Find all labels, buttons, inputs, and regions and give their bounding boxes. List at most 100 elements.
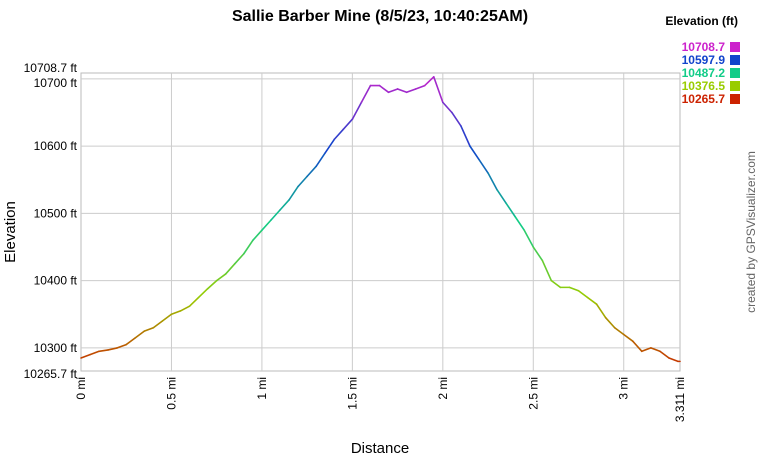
x-tick-label: 3.311 mi xyxy=(673,377,687,422)
elevation-segment xyxy=(469,145,480,161)
elevation-segment xyxy=(152,320,164,329)
elevation-segment xyxy=(233,252,245,265)
elevation-segment xyxy=(252,229,263,242)
elevation-segment xyxy=(442,101,453,114)
y-tick-label: 10600 ft xyxy=(34,139,78,153)
elevation-segment xyxy=(306,165,317,178)
y-tick-label: 10400 ft xyxy=(34,274,78,288)
elevation-segment xyxy=(360,84,372,104)
elevation-segment xyxy=(523,229,535,248)
y-tick-label: 10700 ft xyxy=(34,76,78,90)
elevation-segment xyxy=(478,158,489,174)
elevation-segment xyxy=(604,316,616,329)
elevation-segment xyxy=(622,333,634,343)
grid-lines xyxy=(81,73,680,371)
elevation-segment xyxy=(659,350,670,359)
elevation-segment xyxy=(288,185,299,201)
x-tick-label: 3 mi xyxy=(617,377,631,400)
elevation-segment xyxy=(170,310,182,316)
elevation-segment xyxy=(568,286,580,292)
legend-label: 10597.9 xyxy=(682,53,726,67)
elevation-line xyxy=(80,76,681,363)
elevation-segment xyxy=(179,305,191,312)
legend-swatch xyxy=(730,81,740,91)
elevation-segment xyxy=(143,326,155,332)
elevation-segment xyxy=(243,239,254,255)
elevation-segment xyxy=(342,118,354,131)
x-tick-label: 1 mi xyxy=(255,377,269,400)
y-tick-label: 10708.7 ft xyxy=(24,61,78,75)
elevation-segment xyxy=(396,88,408,94)
elevation-segment xyxy=(107,347,118,351)
elevation-segment xyxy=(514,215,526,232)
legend-swatch xyxy=(730,68,740,78)
legend-swatch xyxy=(730,42,740,52)
x-tick-label: 1.5 mi xyxy=(345,377,359,410)
elevation-segment xyxy=(351,101,363,121)
elevation-segment xyxy=(134,330,146,339)
elevation-segment xyxy=(98,349,109,353)
y-axis-label: Elevation xyxy=(2,201,19,263)
y-tick-label: 10300 ft xyxy=(34,341,78,355)
elevation-segment xyxy=(378,84,390,94)
elevation-segment xyxy=(197,287,209,299)
legend-label: 10376.5 xyxy=(682,79,726,93)
legend-swatch xyxy=(730,94,740,104)
legend-label: 10487.2 xyxy=(682,66,726,80)
elevation-segment xyxy=(487,172,498,191)
credit-text: created by GPSVisualizer.com xyxy=(744,151,758,313)
elevation-segment xyxy=(460,125,471,147)
y-tick-label: 10265.7 ft xyxy=(24,367,78,381)
elevation-segment xyxy=(541,259,553,282)
elevation-segment xyxy=(324,138,336,154)
elevation-segment xyxy=(631,340,643,353)
x-tick-labels: 0 mi 0.5 mi 1 mi 1.5 mi 2 mi 2.5 mi 3 mi 3.311 … xyxy=(74,377,687,422)
x-tick-label: 0.5 mi xyxy=(164,377,178,410)
elevation-segment xyxy=(414,84,426,90)
elevation-segment xyxy=(297,175,308,188)
elevation-segment xyxy=(586,296,598,306)
plot-area xyxy=(80,72,681,372)
elevation-segment xyxy=(80,353,91,359)
elevation-segment xyxy=(89,350,100,356)
elevation-segment xyxy=(577,289,589,299)
x-axis-label: Distance xyxy=(351,440,409,457)
x-tick-label: 2.5 mi xyxy=(526,377,540,410)
elevation-segment xyxy=(270,209,281,221)
elevation-segment xyxy=(261,219,272,232)
legend-swatch xyxy=(730,55,740,65)
elevation-segment xyxy=(224,263,236,275)
elevation-segment xyxy=(387,88,399,94)
elevation-segment xyxy=(641,347,652,353)
elevation-segment xyxy=(668,357,679,363)
x-tick-label: 2 mi xyxy=(436,377,450,400)
elevation-segment xyxy=(432,76,444,104)
elevation-segment xyxy=(116,343,128,349)
elevation-segment xyxy=(405,88,417,94)
legend-title: Elevation (ft) xyxy=(665,14,738,28)
x-tick-label: 0 mi xyxy=(74,377,88,400)
elevation-segment xyxy=(333,128,345,141)
chart-title: Sallie Barber Mine (8/5/23, 10:40:25AM) xyxy=(232,8,528,25)
legend: Elevation (ft) 10708.710597.910487.21037… xyxy=(665,14,740,106)
elevation-segment xyxy=(550,279,562,289)
elevation-segment xyxy=(161,313,173,322)
elevation-segment xyxy=(650,347,661,353)
elevation-segment xyxy=(451,111,462,127)
elevation-segment xyxy=(206,279,218,290)
elevation-segment xyxy=(532,246,544,262)
elevation-segment xyxy=(505,202,516,218)
elevation-segment xyxy=(496,189,507,205)
elevation-segment xyxy=(125,337,137,346)
legend-label: 10708.7 xyxy=(682,40,726,54)
elevation-segment xyxy=(215,273,227,282)
elevation-segment xyxy=(315,152,327,168)
elevation-segment xyxy=(279,199,290,211)
legend-label: 10265.7 xyxy=(682,92,726,106)
y-tick-label: 10500 ft xyxy=(34,206,78,220)
elevation-segment xyxy=(595,303,607,319)
elevation-segment xyxy=(423,76,435,87)
y-tick-labels: 10265.7 ft 10300 ft 10400 ft 10500 ft 10600 … xyxy=(24,61,78,381)
elevation-segment xyxy=(188,296,200,308)
